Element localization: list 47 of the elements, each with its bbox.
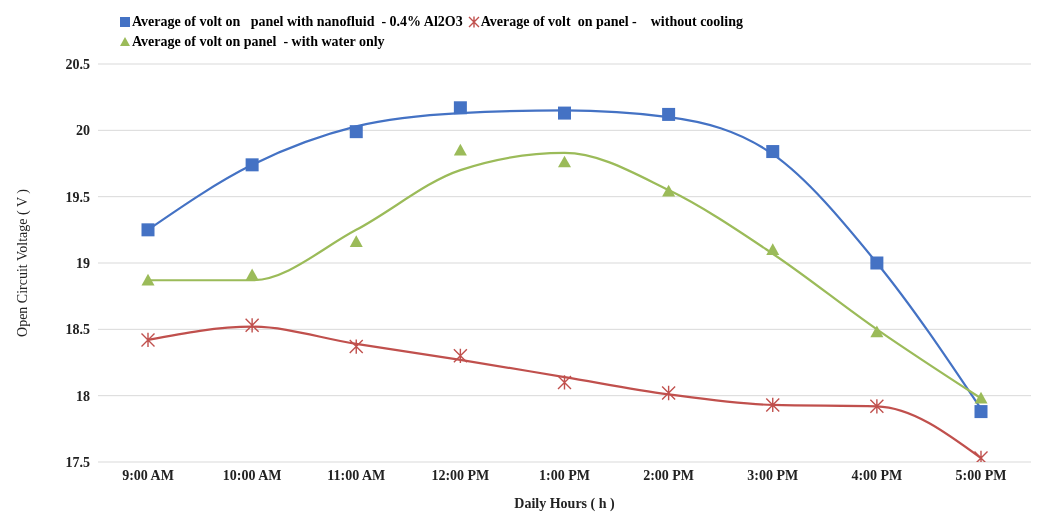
x-tick-label: 2:00 PM (643, 467, 695, 483)
point (245, 268, 259, 281)
x-tick-label: 11:00 AM (327, 467, 386, 483)
point (662, 184, 676, 197)
point (558, 106, 571, 120)
y-tick-label: 20 (76, 123, 90, 139)
legend-label: Average of volt on panel with nanofluid - 0.4% Al2O3 (132, 14, 463, 30)
y-tick-label: 17.5 (65, 454, 90, 470)
point (974, 405, 988, 419)
x-tick-label: 1:00 PM (539, 467, 590, 483)
x-tick-label: 12:00 PM (431, 467, 490, 483)
y-tick-label: 20.5 (65, 56, 90, 72)
point (349, 338, 364, 355)
point (140, 332, 156, 348)
point (870, 256, 884, 270)
point (349, 235, 363, 247)
point (141, 273, 155, 286)
point (766, 243, 780, 255)
x-axis-title: Daily Hours ( h ) (514, 496, 615, 512)
legend-label: Average of volt on panel - without cooling (480, 14, 743, 30)
point (453, 101, 467, 115)
point (765, 397, 780, 413)
point (557, 374, 572, 391)
legend-label: Average of volt on panel - with water only (132, 34, 385, 50)
point (453, 348, 468, 364)
point (974, 391, 988, 404)
y-axis-title: Open Circuit Voltage ( V ) (14, 188, 31, 337)
y-tick-label: 19 (76, 255, 90, 271)
point (662, 107, 676, 121)
point (349, 125, 363, 139)
y-tick-label: 18 (76, 388, 90, 404)
x-tick-label: 10:00 AM (222, 467, 282, 483)
x-tick-label: 4:00 PM (851, 467, 903, 483)
point (661, 385, 676, 401)
point (869, 398, 885, 415)
x-tick-label: 5:00 PM (955, 467, 1007, 483)
x-tick-label: 3:00 PM (747, 467, 799, 483)
point (245, 158, 259, 172)
point (870, 325, 884, 338)
y-tick-label: 18.5 (65, 322, 90, 338)
point (766, 145, 780, 159)
point (141, 223, 155, 237)
y-tick-label: 19.5 (65, 189, 90, 205)
point (558, 155, 571, 168)
x-tick-label: 9:00 AM (122, 467, 174, 483)
point (244, 317, 260, 334)
point (453, 143, 467, 156)
